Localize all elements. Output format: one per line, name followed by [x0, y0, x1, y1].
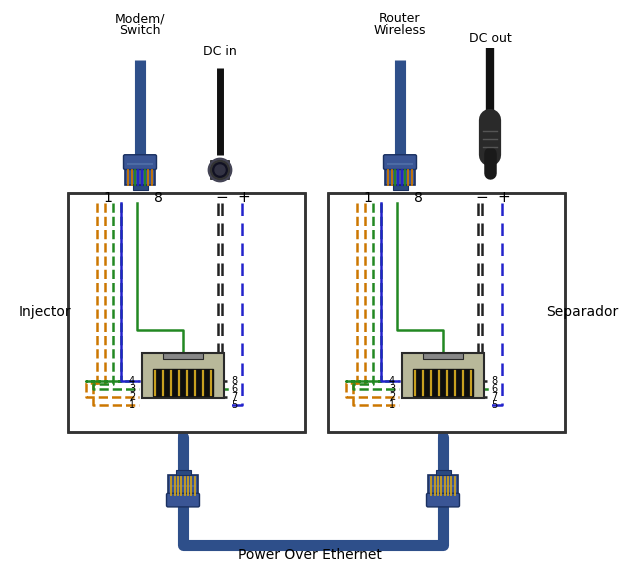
Text: 7: 7 — [231, 392, 237, 402]
Bar — [435, 470, 451, 475]
Text: Separador: Separador — [546, 305, 618, 319]
Text: Power Over Ethernet: Power Over Ethernet — [238, 548, 382, 562]
Text: 3: 3 — [129, 384, 135, 394]
Bar — [328, 193, 565, 432]
Text: DC out: DC out — [469, 32, 512, 45]
Text: 4: 4 — [389, 376, 395, 386]
Text: 4: 4 — [129, 376, 135, 386]
Bar — [175, 470, 190, 475]
Bar — [68, 193, 305, 432]
Bar — [328, 193, 565, 432]
FancyBboxPatch shape — [427, 493, 459, 507]
Bar — [402, 353, 484, 398]
Text: 1: 1 — [389, 400, 395, 410]
Text: +: + — [498, 190, 510, 206]
Text: 8: 8 — [491, 376, 497, 386]
Bar — [211, 161, 229, 179]
Text: 6: 6 — [491, 384, 497, 394]
Bar — [392, 185, 407, 190]
Bar — [385, 168, 415, 185]
Bar — [154, 368, 213, 395]
Text: −: − — [476, 190, 489, 206]
Bar — [168, 475, 198, 496]
FancyBboxPatch shape — [167, 493, 200, 507]
Text: 6: 6 — [231, 384, 237, 394]
Text: +: + — [237, 190, 250, 206]
Text: Injector: Injector — [19, 305, 71, 319]
Text: 3: 3 — [389, 384, 395, 394]
Text: Wireless: Wireless — [374, 24, 427, 37]
Text: Switch: Switch — [119, 24, 161, 37]
Text: DC in: DC in — [203, 45, 237, 58]
Text: −: − — [216, 190, 228, 206]
Bar — [133, 185, 148, 190]
Bar — [414, 368, 472, 395]
Text: 5: 5 — [491, 400, 497, 410]
Circle shape — [215, 165, 225, 175]
FancyBboxPatch shape — [123, 155, 156, 170]
Text: 8: 8 — [231, 376, 237, 386]
Bar — [163, 353, 203, 358]
Bar — [142, 353, 224, 398]
Text: Router: Router — [379, 12, 421, 25]
Text: Modem/: Modem/ — [115, 12, 166, 25]
Bar — [428, 475, 458, 496]
Text: 1: 1 — [104, 191, 112, 205]
Text: 2: 2 — [129, 392, 135, 402]
Circle shape — [211, 161, 229, 179]
Text: 2: 2 — [389, 392, 395, 402]
Text: 5: 5 — [231, 400, 237, 410]
Text: 1: 1 — [363, 191, 373, 205]
Text: 8: 8 — [154, 191, 162, 205]
Text: 1: 1 — [129, 400, 135, 410]
Bar — [68, 193, 305, 432]
Bar — [125, 168, 155, 185]
FancyBboxPatch shape — [384, 155, 417, 170]
Text: 8: 8 — [414, 191, 422, 205]
Text: 7: 7 — [491, 392, 497, 402]
Bar — [423, 353, 463, 358]
